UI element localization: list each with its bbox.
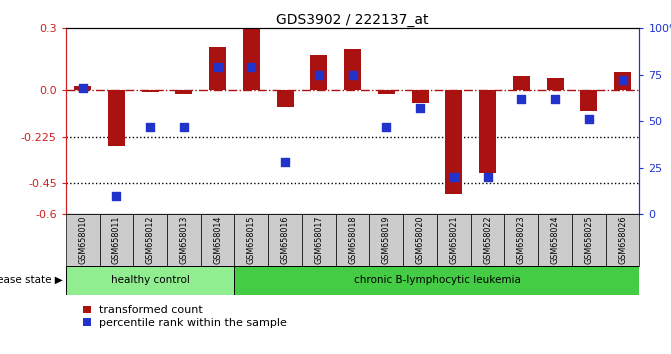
Text: disease state ▶: disease state ▶	[0, 275, 62, 285]
Bar	[66, 266, 234, 295]
Bar	[234, 214, 268, 266]
Bar	[471, 214, 505, 266]
Text: GSM658025: GSM658025	[584, 216, 593, 264]
Point	[584, 116, 595, 122]
Text: GSM658013: GSM658013	[179, 216, 189, 264]
Bar	[412, 90, 429, 103]
Bar	[209, 47, 226, 90]
Point	[516, 96, 527, 102]
Bar	[311, 55, 327, 90]
Point	[415, 105, 425, 111]
Bar	[336, 214, 370, 266]
Text: GSM658026: GSM658026	[618, 216, 627, 264]
Text: GSM658023: GSM658023	[517, 216, 526, 264]
Point	[111, 193, 121, 198]
Bar	[403, 214, 437, 266]
Point	[313, 72, 324, 78]
Point	[482, 174, 493, 180]
Text: GSM658011: GSM658011	[112, 216, 121, 264]
Text: GSM658010: GSM658010	[78, 216, 87, 264]
Point	[617, 78, 628, 83]
Bar	[572, 214, 606, 266]
Point	[212, 64, 223, 70]
Bar	[175, 90, 193, 95]
Bar	[547, 78, 564, 90]
Legend: transformed count, percentile rank within the sample: transformed count, percentile rank withi…	[83, 306, 287, 328]
Bar	[108, 90, 125, 146]
Point	[246, 64, 257, 70]
Bar	[276, 90, 293, 107]
Point	[178, 124, 189, 130]
Text: GSM658022: GSM658022	[483, 216, 492, 264]
Bar	[538, 214, 572, 266]
Text: GSM658015: GSM658015	[247, 216, 256, 264]
Bar	[99, 214, 134, 266]
Text: chronic B-lymphocytic leukemia: chronic B-lymphocytic leukemia	[354, 275, 521, 285]
Point	[448, 174, 459, 180]
Bar	[243, 28, 260, 90]
Bar	[66, 214, 99, 266]
Bar	[134, 214, 167, 266]
Text: GSM658018: GSM658018	[348, 216, 357, 264]
Point	[77, 85, 88, 91]
Bar	[302, 214, 336, 266]
Bar	[437, 214, 471, 266]
Bar	[446, 90, 462, 194]
Text: GSM658020: GSM658020	[415, 216, 425, 264]
Bar	[167, 214, 201, 266]
Bar	[268, 214, 302, 266]
Bar	[479, 90, 496, 173]
Bar	[344, 49, 361, 90]
Bar	[201, 214, 234, 266]
Text: healthy control: healthy control	[111, 275, 190, 285]
Bar	[505, 214, 538, 266]
Bar	[513, 76, 530, 90]
Point	[381, 124, 392, 130]
Bar	[378, 90, 395, 95]
Text: GSM658012: GSM658012	[146, 216, 154, 264]
Bar	[580, 90, 597, 111]
Point	[145, 124, 156, 130]
Text: GSM658021: GSM658021	[450, 216, 458, 264]
Text: GSM658019: GSM658019	[382, 216, 391, 264]
Point	[280, 159, 291, 165]
Bar	[370, 214, 403, 266]
Bar	[606, 214, 639, 266]
Title: GDS3902 / 222137_at: GDS3902 / 222137_at	[276, 13, 429, 27]
Text: GSM658017: GSM658017	[314, 216, 323, 264]
Text: GSM658014: GSM658014	[213, 216, 222, 264]
Text: GSM658024: GSM658024	[551, 216, 560, 264]
Bar	[614, 72, 631, 90]
Bar	[142, 90, 158, 92]
Text: GSM658016: GSM658016	[280, 216, 290, 264]
Bar	[74, 86, 91, 90]
Bar	[234, 266, 639, 295]
Point	[550, 96, 560, 102]
Point	[347, 72, 358, 78]
